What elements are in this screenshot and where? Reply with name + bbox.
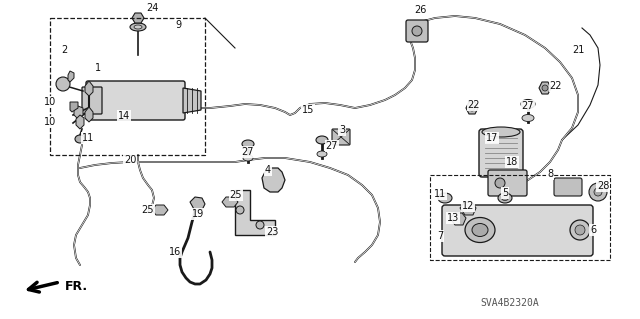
Circle shape (495, 178, 505, 188)
Polygon shape (539, 82, 551, 94)
FancyBboxPatch shape (406, 20, 428, 42)
FancyBboxPatch shape (479, 129, 523, 177)
Text: 22: 22 (468, 100, 480, 110)
Text: 19: 19 (192, 209, 204, 219)
Text: 14: 14 (118, 111, 130, 121)
Text: 12: 12 (462, 201, 474, 211)
Text: 10: 10 (44, 117, 56, 127)
Text: 27: 27 (522, 101, 534, 111)
Text: 9: 9 (175, 20, 181, 30)
Ellipse shape (130, 23, 146, 31)
Text: 26: 26 (414, 5, 426, 15)
Polygon shape (466, 102, 478, 114)
Polygon shape (190, 197, 205, 211)
Polygon shape (183, 88, 201, 113)
FancyBboxPatch shape (488, 170, 527, 196)
Text: 4: 4 (265, 165, 271, 175)
Polygon shape (85, 107, 93, 122)
Polygon shape (74, 106, 83, 119)
Polygon shape (262, 168, 285, 192)
Ellipse shape (482, 127, 520, 137)
Text: 22: 22 (550, 81, 563, 91)
Text: 7: 7 (437, 231, 443, 241)
Text: 1: 1 (95, 63, 101, 73)
Circle shape (469, 105, 475, 111)
Ellipse shape (521, 100, 535, 108)
Polygon shape (76, 115, 84, 129)
FancyBboxPatch shape (332, 129, 350, 145)
Text: 16: 16 (169, 247, 181, 257)
Ellipse shape (243, 155, 253, 161)
Circle shape (256, 221, 264, 229)
Circle shape (412, 26, 422, 36)
Polygon shape (132, 13, 144, 23)
Circle shape (594, 188, 602, 196)
Text: 8: 8 (547, 169, 553, 179)
Text: 15: 15 (302, 105, 314, 115)
Ellipse shape (75, 135, 85, 143)
Polygon shape (235, 190, 275, 235)
Polygon shape (222, 197, 238, 207)
Text: 27: 27 (242, 147, 254, 157)
FancyBboxPatch shape (86, 81, 185, 120)
Text: SVA4B2320A: SVA4B2320A (481, 298, 540, 308)
Ellipse shape (317, 151, 327, 157)
Text: 6: 6 (590, 225, 596, 235)
Polygon shape (68, 71, 74, 82)
Ellipse shape (134, 25, 142, 29)
Polygon shape (70, 102, 78, 112)
Polygon shape (450, 213, 466, 225)
Text: 24: 24 (146, 3, 158, 13)
Polygon shape (460, 202, 476, 215)
Ellipse shape (242, 140, 254, 148)
Polygon shape (85, 81, 93, 96)
Circle shape (542, 85, 548, 91)
Ellipse shape (438, 193, 452, 203)
Circle shape (56, 77, 70, 91)
FancyBboxPatch shape (442, 205, 593, 256)
Circle shape (575, 225, 585, 235)
Bar (50, 18, 205, 155)
Text: 11: 11 (82, 133, 94, 143)
Text: FR.: FR. (65, 280, 88, 293)
Text: 2: 2 (61, 45, 67, 55)
Ellipse shape (316, 136, 328, 144)
Ellipse shape (498, 193, 512, 203)
FancyBboxPatch shape (82, 87, 102, 114)
Text: 3: 3 (339, 125, 345, 135)
Circle shape (570, 220, 590, 240)
Text: 10: 10 (44, 97, 56, 107)
Text: 25: 25 (230, 190, 243, 200)
Ellipse shape (465, 218, 495, 242)
Text: 20: 20 (124, 155, 136, 165)
FancyBboxPatch shape (554, 178, 582, 196)
Ellipse shape (472, 224, 488, 236)
Text: 13: 13 (447, 213, 459, 223)
Text: 23: 23 (266, 227, 278, 237)
Circle shape (236, 206, 244, 214)
Bar (430, 175, 610, 260)
Text: 28: 28 (597, 181, 609, 191)
Ellipse shape (522, 115, 534, 122)
Polygon shape (152, 205, 168, 215)
Text: 17: 17 (486, 133, 498, 143)
Text: 18: 18 (506, 157, 518, 167)
Text: 21: 21 (572, 45, 584, 55)
Text: 25: 25 (141, 205, 154, 215)
Ellipse shape (502, 196, 509, 201)
Circle shape (589, 183, 607, 201)
Text: 11: 11 (434, 189, 446, 199)
Text: 5: 5 (502, 188, 508, 198)
Text: 27: 27 (326, 141, 339, 151)
